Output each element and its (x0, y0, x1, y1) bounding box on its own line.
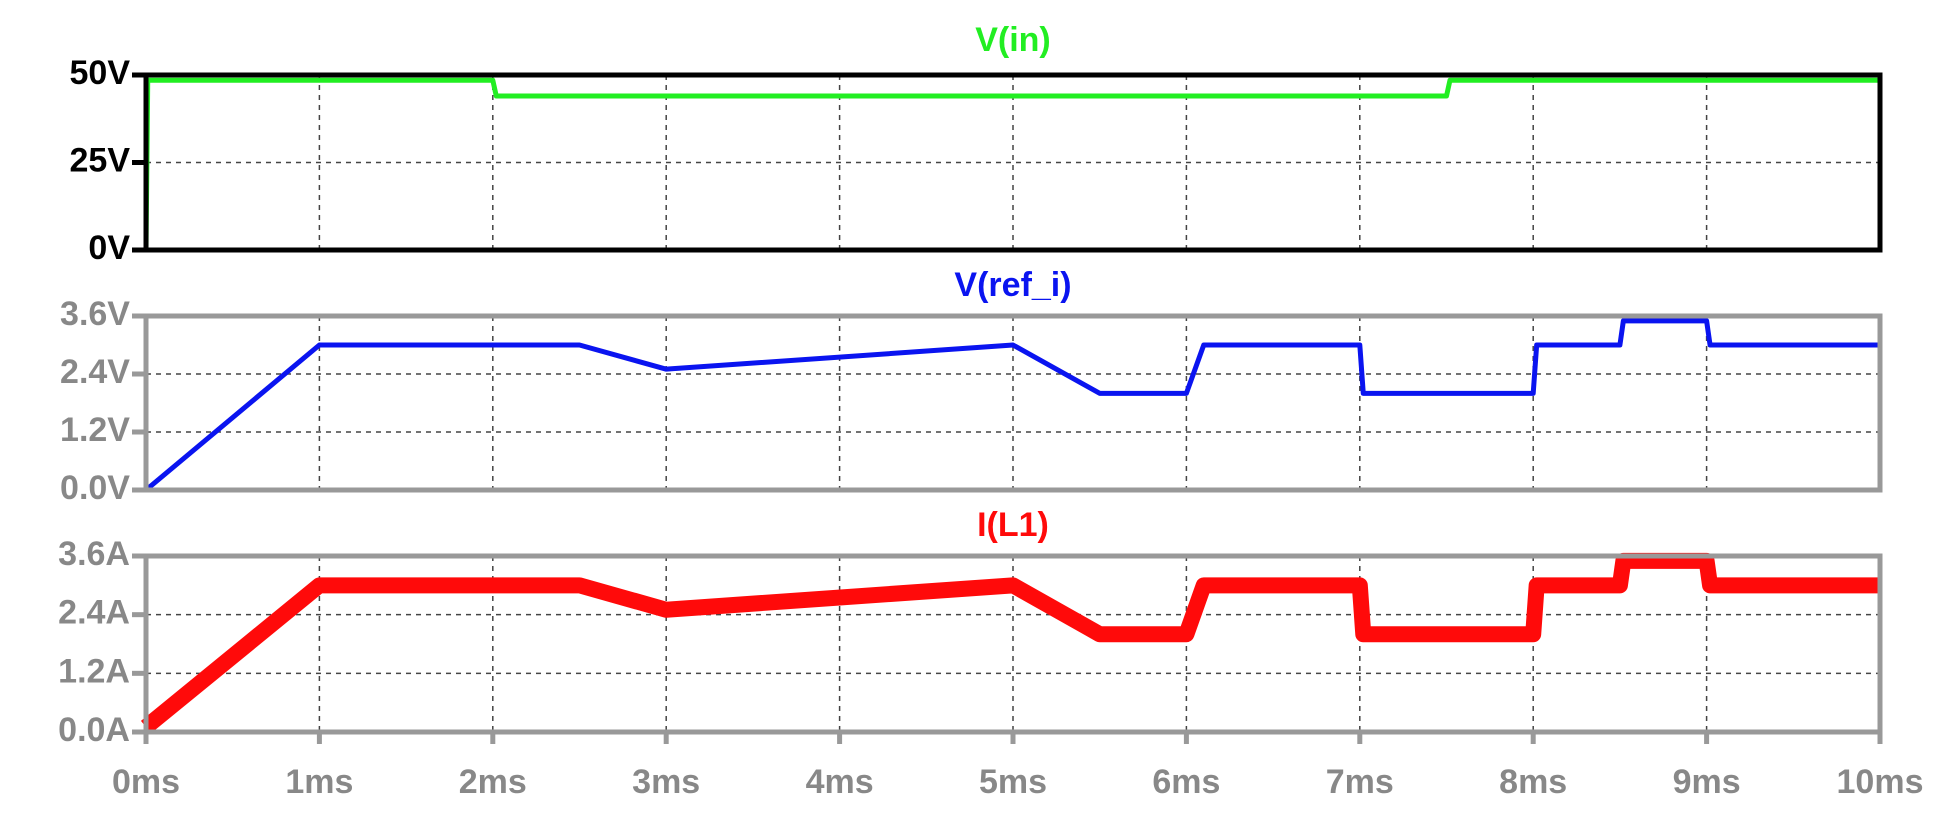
x-tick-label: 2ms (459, 763, 527, 801)
y-tick-label: 3.6A (58, 535, 130, 573)
y-tick-label: 2.4A (58, 594, 130, 632)
y-tick-label: 50V (70, 54, 131, 92)
trace (144, 318, 1880, 492)
panel-title: I(L1) (977, 506, 1049, 544)
y-tick-label: 1.2A (58, 652, 130, 690)
panel-title: V(in) (975, 21, 1051, 59)
x-tick-label: 4ms (806, 763, 874, 801)
y-tick-label: 0.0A (58, 711, 130, 749)
x-tick-label: 10ms (1837, 763, 1924, 801)
y-tick-label: 0V (88, 229, 130, 267)
x-tick-label: 0ms (112, 763, 180, 801)
x-tick-label: 7ms (1326, 763, 1394, 801)
plot-frame (143, 72, 1883, 253)
x-tick-label: 9ms (1673, 763, 1741, 801)
x-tick-label: 8ms (1499, 763, 1567, 801)
x-tick-label: 3ms (632, 763, 700, 801)
y-tick-label: 25V (70, 141, 131, 179)
x-tick-label: 5ms (979, 763, 1047, 801)
x-tick-label: 1ms (285, 763, 353, 801)
y-tick-label: 3.6V (60, 295, 130, 333)
y-tick-label: 1.2V (60, 411, 130, 449)
panel-title: V(ref_i) (954, 266, 1071, 304)
plot-frame (143, 313, 1883, 493)
y-tick-label: 0.0V (60, 469, 130, 507)
x-tick-label: 6ms (1152, 763, 1220, 801)
trace (140, 552, 1880, 734)
y-tick-label: 2.4V (60, 353, 130, 391)
